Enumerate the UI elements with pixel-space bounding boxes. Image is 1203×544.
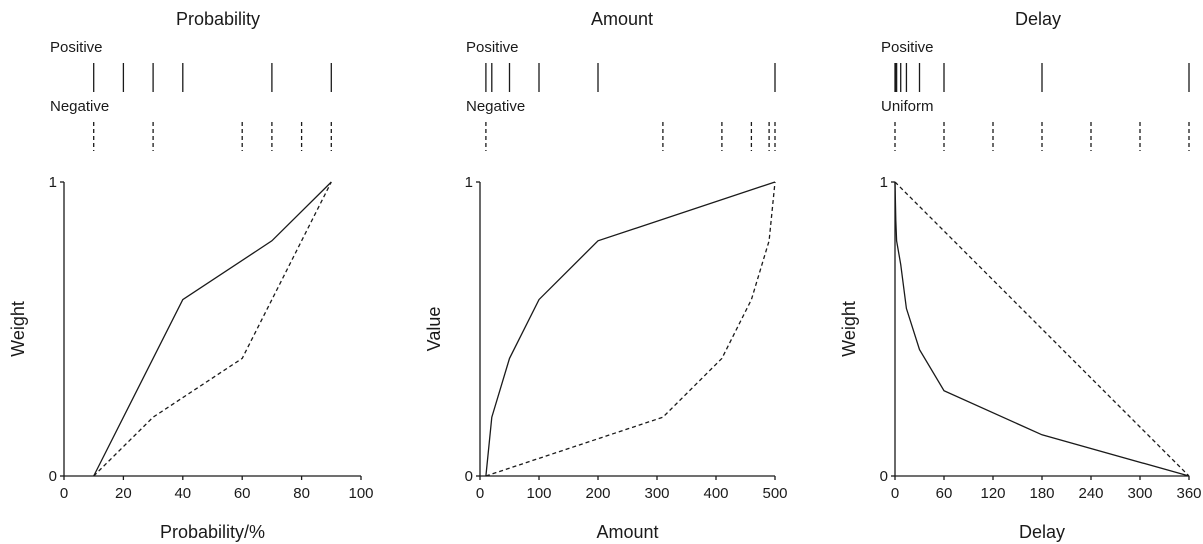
x-tick-label: 200 <box>585 485 610 502</box>
chart-title: Delay <box>1015 9 1061 29</box>
y-axis-label: Value <box>424 307 444 352</box>
y-tick-label: 0 <box>880 468 888 485</box>
x-tick-label: 100 <box>526 485 551 502</box>
x-tick-label: 40 <box>174 485 191 502</box>
x-tick-label: 60 <box>234 485 251 502</box>
y-axis-label: Weight <box>839 301 859 357</box>
x-tick-label: 20 <box>115 485 132 502</box>
x-tick-label: 500 <box>762 485 787 502</box>
series-line-1 <box>485 181 776 477</box>
chart-title: Amount <box>591 9 653 29</box>
y-tick-label: 1 <box>49 174 57 191</box>
rug-label: Positive <box>466 39 519 56</box>
x-tick-label: 300 <box>644 485 669 502</box>
series-line-2 <box>93 181 332 477</box>
x-tick-label: 100 <box>348 485 373 502</box>
x-axis-label: Delay <box>1019 522 1065 542</box>
x-axis-label: Probability/% <box>160 522 265 542</box>
x-tick-label: 300 <box>1127 485 1152 502</box>
chart-panel-3: Delay Positive Uniform 0 1 0 60 120 180 240 300 360… <box>839 9 1202 542</box>
y-tick-label: 0 <box>49 468 57 485</box>
y-tick-label: 0 <box>465 468 473 485</box>
x-axis-label: Amount <box>596 522 658 542</box>
series-line-1 <box>894 181 1190 477</box>
rug-label: Positive <box>881 39 934 56</box>
y-tick-label: 1 <box>465 174 473 191</box>
x-tick-label: 180 <box>1029 485 1054 502</box>
chart-panel-2: Amount Positive Negative 0 1 0 100 200 300 400 500… <box>424 9 788 542</box>
chart-title: Probability <box>176 9 260 29</box>
rug-label: Uniform <box>881 98 934 115</box>
x-tick-label: 60 <box>936 485 953 502</box>
y-tick-label: 1 <box>880 174 888 191</box>
x-tick-label: 400 <box>703 485 728 502</box>
x-tick-label: 120 <box>980 485 1005 502</box>
x-tick-label: 240 <box>1078 485 1103 502</box>
rug-label: Negative <box>466 98 525 115</box>
x-tick-label: 0 <box>60 485 68 502</box>
x-tick-label: 360 <box>1176 485 1201 502</box>
y-axis-label: Weight <box>8 301 28 357</box>
series-line-2 <box>894 181 1190 477</box>
x-tick-label: 0 <box>476 485 484 502</box>
series-line-2 <box>485 181 776 477</box>
rug-label: Negative <box>50 98 109 115</box>
x-tick-label: 0 <box>891 485 899 502</box>
series-line-1 <box>93 181 332 477</box>
rug-label: Positive <box>50 39 103 56</box>
x-tick-label: 80 <box>293 485 310 502</box>
